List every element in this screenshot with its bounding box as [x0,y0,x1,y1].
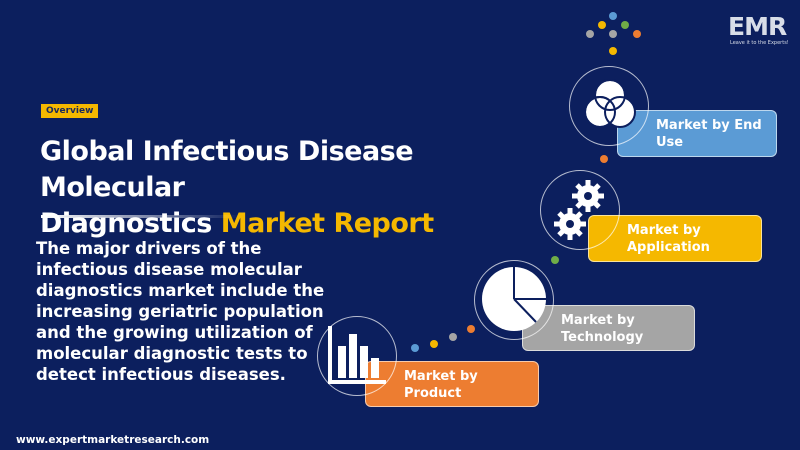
emr-logo: EMR Leave it to the Experts! [728,12,789,46]
pie-chart-icon [482,267,546,331]
segment-end-use[interactable]: Market by End Use [617,110,777,157]
dot [411,344,419,352]
title-line2: Diagnostics Market Report [40,206,560,242]
dot [621,21,629,29]
segment-application[interactable]: Market by Application [588,215,762,262]
dot [633,30,641,38]
segment-label: Market by End Use [656,118,762,150]
dot [609,12,617,20]
venn-diagram-icon [584,79,636,128]
dot [586,30,594,38]
segment-ring [317,316,397,396]
title-line1: Global Infectious Disease Molecular [40,136,414,203]
dot [598,21,606,29]
title-prefix: Diagnostics [40,208,221,239]
dot [467,325,475,333]
dot [600,155,608,163]
title-underline [41,215,241,218]
page-title: Global Infectious Disease Molecular Diag… [40,134,560,242]
segment-label: Market by Application [627,223,710,255]
description: The major drivers of the infectious dise… [36,239,325,384]
dot [449,333,457,341]
logo-tagline: Leave it to the Experts! [730,40,789,46]
overview-tag: Overview [41,104,99,118]
title-highlight: Market Report [220,208,434,239]
segment-label: Market by Technology [561,313,644,345]
logo-text: EMR [728,12,787,41]
dot [551,256,559,264]
website-link[interactable]: www.expertmarketresearch.com [16,434,210,446]
dot [609,47,617,55]
dot [609,30,617,38]
segment-ring [540,170,620,250]
segment-ring [569,66,649,146]
bar-chart-icon [328,326,386,384]
segment-label: Market by Product [404,369,478,401]
dot [430,340,438,348]
segment-ring [474,260,554,340]
gears-icon [554,180,604,240]
